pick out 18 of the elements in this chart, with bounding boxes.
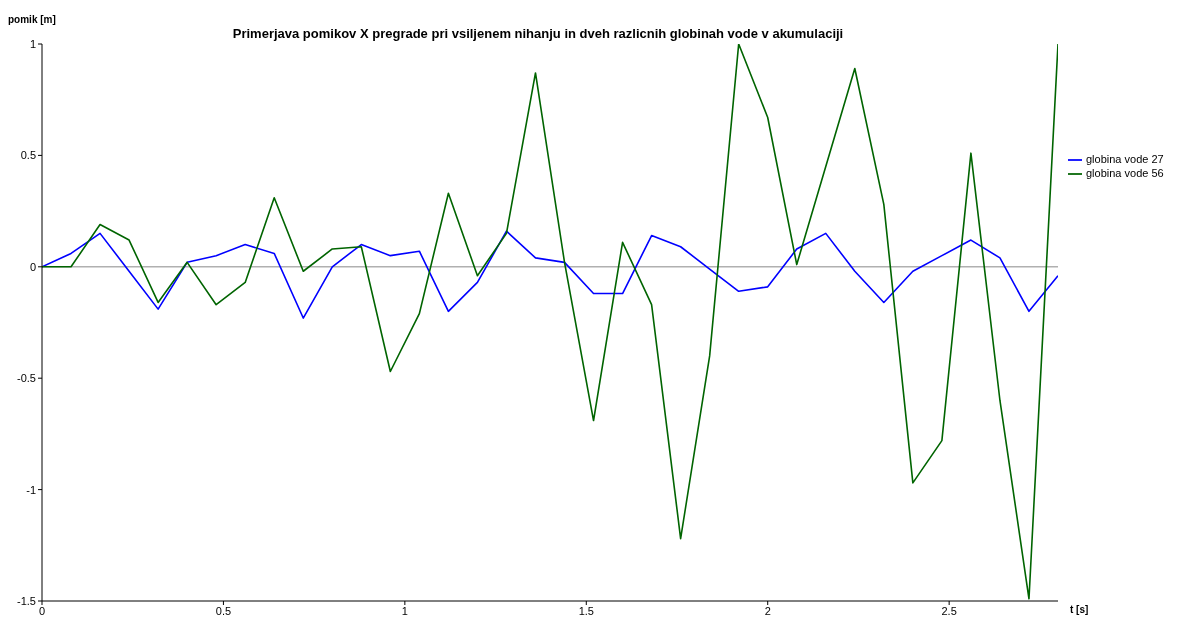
x-tick-label: 1 bbox=[401, 604, 408, 617]
legend-label: globina vode 56 bbox=[1086, 167, 1164, 180]
y-tick-label: -0.5 bbox=[17, 372, 36, 385]
chart-title: Primerjava pomikov X pregrade pri vsiljenem nihanju in dveh razlicnih globinah vode v akumulaciji bbox=[232, 26, 844, 41]
y-tick-label: -1.5 bbox=[17, 594, 36, 607]
y-tick-label: 0.5 bbox=[20, 149, 36, 162]
y-tick-label: -1 bbox=[26, 483, 36, 496]
x-tick-label: 1.5 bbox=[578, 604, 594, 617]
x-tick-label: 0.5 bbox=[215, 604, 232, 617]
y-tick-label: 0 bbox=[29, 260, 36, 273]
x-axis-title: t [s] bbox=[1070, 604, 1089, 615]
y-axis-title: pomik [m] bbox=[8, 14, 56, 25]
x-tick-label: 2.5 bbox=[941, 604, 957, 617]
y-tick-label: 1 bbox=[29, 37, 36, 50]
line-series bbox=[42, 230, 1058, 319]
legend-label: globina vode 27 bbox=[1086, 153, 1164, 165]
x-tick-label: 0 bbox=[38, 604, 46, 617]
x-tick-label: 2 bbox=[764, 604, 771, 617]
